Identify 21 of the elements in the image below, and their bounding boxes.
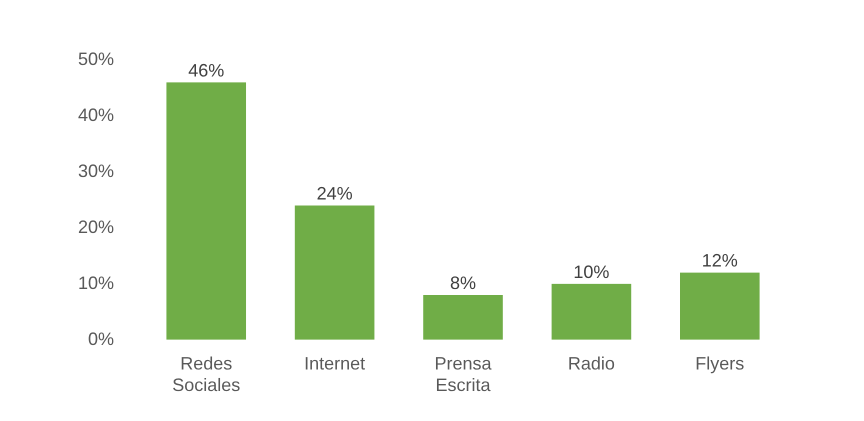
y-tick-label: 0% [88,328,114,349]
x-tick-label: Prensa Escrita [434,354,493,396]
x-tick-label: Radio [568,354,615,374]
y-tick-label: 50% [78,48,114,69]
bar [552,284,632,340]
bar [166,82,246,340]
x-tick-label: Redes Sociales [172,354,240,396]
y-tick-label: 40% [78,104,114,125]
y-tick-label: 20% [78,216,114,237]
y-tick-label: 10% [78,272,114,293]
bar [294,205,374,340]
x-tick-label: Internet [304,354,366,374]
data-label: 46% [188,60,224,80]
data-label: 12% [702,250,738,271]
bar [680,272,760,340]
x-tick-label: Flyers [695,354,744,374]
data-label: 10% [573,262,610,282]
y-tick-label: 30% [78,160,114,181]
bar [423,295,503,340]
data-label: 24% [316,183,353,204]
data-label: 8% [450,273,476,293]
